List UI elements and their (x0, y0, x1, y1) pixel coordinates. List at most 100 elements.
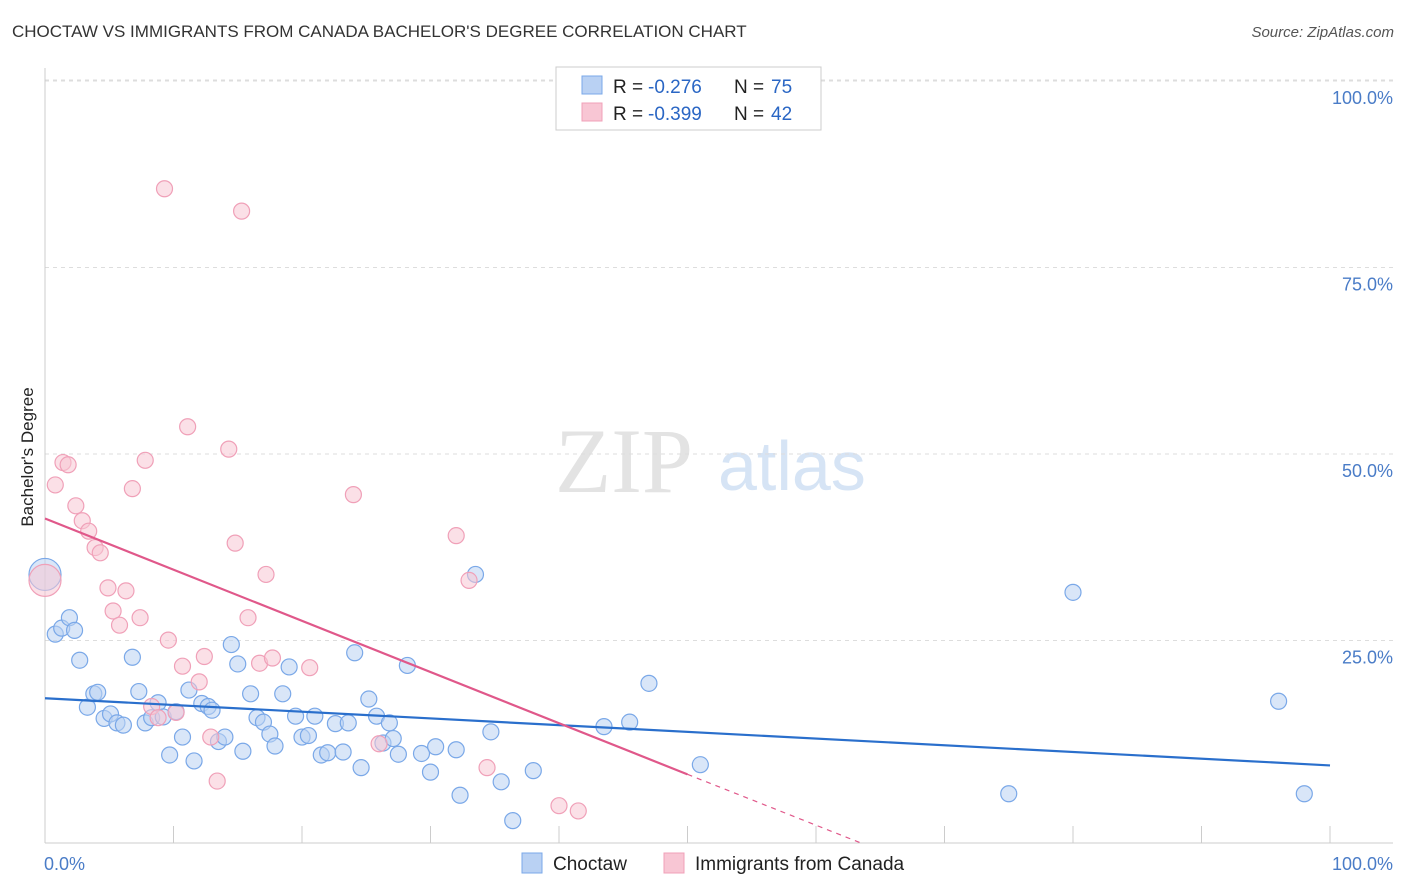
data-point (504, 812, 522, 830)
trend-line-0 (44, 697, 1331, 767)
data-point (173, 728, 192, 746)
data-point (190, 673, 208, 691)
data-point (427, 738, 445, 756)
y-tick-label: 25.0% (1342, 648, 1393, 668)
trend-line-extension-1 (687, 773, 862, 844)
data-point (360, 690, 378, 708)
data-point (640, 674, 658, 692)
data-point (28, 563, 62, 598)
correlation-legend: R = -0.276 N = 75 R = -0.399 N = 42 (555, 66, 822, 131)
data-point (110, 616, 129, 634)
data-point (301, 659, 319, 677)
data-point (1269, 692, 1288, 710)
legend-r-label-0: R = (613, 77, 643, 98)
data-point (621, 713, 639, 731)
data-point (226, 534, 244, 552)
data-point (114, 716, 132, 734)
legend-r-label-1: R = (613, 104, 643, 125)
data-point (220, 440, 238, 458)
data-point (421, 763, 440, 781)
data-point (202, 728, 220, 746)
data-point (59, 456, 77, 474)
legend-n-value-1: 42 (771, 104, 792, 125)
legend-n-value-0: 75 (771, 77, 792, 98)
data-point (482, 723, 500, 741)
data-point (1064, 583, 1082, 601)
data-point (257, 565, 275, 584)
data-point (280, 658, 298, 676)
data-point (334, 743, 352, 761)
y-tick-label: 75.0% (1342, 275, 1393, 295)
data-point (319, 744, 337, 762)
data-point (130, 682, 148, 701)
data-point (149, 709, 167, 727)
data-point (339, 714, 357, 732)
data-point (492, 773, 510, 791)
series-choctaw (28, 557, 1313, 830)
y-tick-label: 100.0% (1332, 88, 1393, 108)
bottom-legend-label-immigrants: Immigrants from Canada (695, 854, 905, 875)
data-point (412, 744, 431, 763)
data-point (550, 797, 568, 815)
data-point (460, 571, 478, 590)
data-point (222, 635, 240, 654)
data-point (131, 609, 149, 627)
legend-swatch-immigrants (581, 102, 603, 122)
data-point (346, 644, 364, 662)
data-point (117, 582, 135, 600)
data-point (524, 762, 542, 780)
data-point (203, 701, 221, 719)
source-label: Source: ZipAtlas.com (1251, 24, 1394, 41)
data-point (274, 685, 292, 703)
data-point (67, 497, 85, 515)
legend-r-value-0: -0.276 (648, 77, 702, 98)
data-point (352, 759, 370, 777)
data-point (447, 741, 465, 759)
x-tick-label-right: 100.0% (1332, 854, 1393, 874)
y-tick-label: 50.0% (1342, 461, 1393, 481)
trend-lines (44, 517, 1331, 844)
data-point (242, 685, 260, 703)
data-point (478, 759, 496, 777)
bottom-legend-label-choctaw: Choctaw (553, 854, 627, 875)
trend-line-1 (44, 517, 688, 776)
data-point (99, 579, 117, 597)
data-point (208, 772, 226, 790)
data-point (451, 786, 469, 804)
data-point (159, 631, 177, 649)
axes (44, 68, 1393, 844)
data-point (266, 737, 284, 755)
data-point (123, 480, 141, 498)
y-axis-label: Bachelor's Degree (18, 387, 37, 526)
data-point (161, 746, 179, 764)
data-point (239, 609, 257, 627)
data-point (173, 657, 192, 675)
data-point (104, 602, 122, 620)
data-point (91, 544, 109, 562)
legend-n-label-1: N = (734, 104, 764, 125)
data-point (233, 202, 251, 220)
chart-title: CHOCTAW VS IMMIGRANTS FROM CANADA BACHEL… (12, 22, 747, 41)
gridlines (45, 79, 1393, 641)
data-point (263, 649, 282, 667)
legend-swatch-choctaw (581, 75, 603, 95)
bottom-legend-swatch-immigrants (663, 852, 685, 874)
data-point (229, 655, 247, 673)
data-point (136, 451, 154, 469)
data-point (1000, 785, 1018, 803)
data-point (299, 726, 318, 745)
data-point (569, 802, 587, 820)
data-point (46, 476, 64, 494)
data-point (344, 486, 362, 504)
watermark: ZIP atlas (555, 410, 866, 512)
data-point (167, 703, 185, 722)
data-point (65, 621, 84, 639)
bottom-legend-swatch-choctaw (521, 852, 543, 874)
data-point (447, 527, 465, 545)
data-point (179, 418, 197, 436)
data-point (234, 742, 252, 760)
data-point (123, 648, 141, 666)
series-legend: Choctaw Immigrants from Canada (521, 852, 905, 875)
data-point (155, 180, 174, 198)
